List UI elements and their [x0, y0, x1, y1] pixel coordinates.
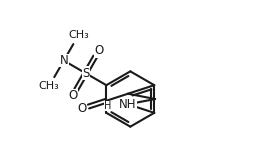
- Text: H: H: [104, 101, 112, 111]
- Text: N: N: [59, 54, 68, 67]
- Text: O: O: [94, 44, 103, 57]
- Text: NH: NH: [119, 98, 137, 111]
- Text: CH₃: CH₃: [39, 81, 59, 91]
- Text: O: O: [78, 102, 87, 115]
- Text: O: O: [68, 89, 77, 102]
- Text: CH₃: CH₃: [68, 30, 89, 40]
- Text: S: S: [82, 67, 89, 80]
